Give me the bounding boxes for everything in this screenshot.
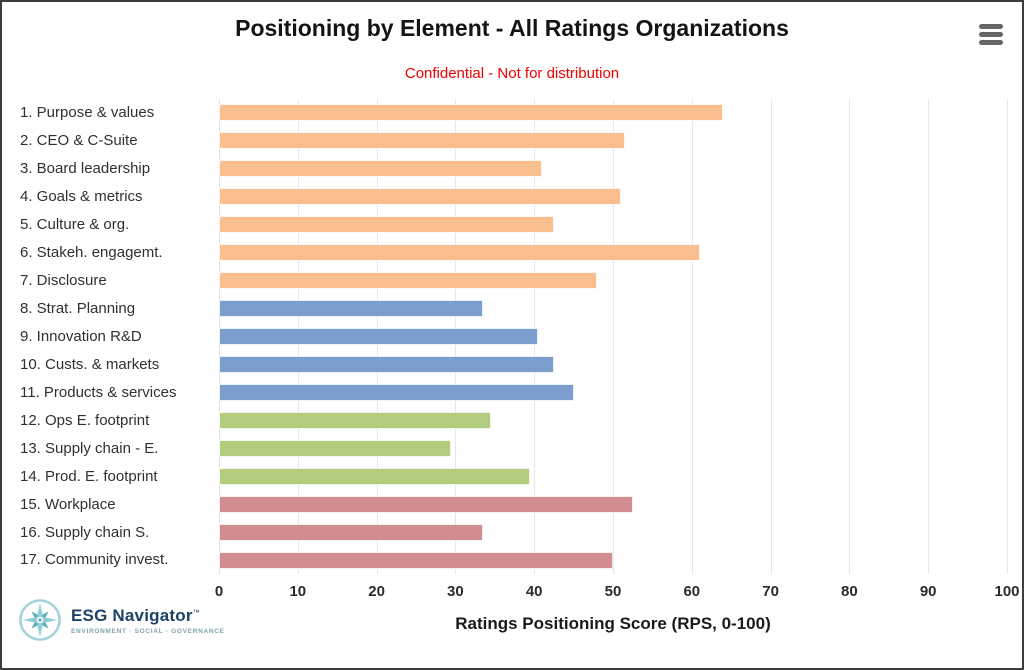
gridline bbox=[691, 99, 693, 574]
x-tick-label: 90 bbox=[919, 583, 937, 600]
category-label: 15. Workplace bbox=[20, 495, 116, 513]
category-labels: 1. Purpose & values 2. CEO & C-Suite 3. Bo… bbox=[20, 99, 215, 574]
category-label: 8. Strat. Planning bbox=[20, 300, 136, 318]
bar[interactable] bbox=[219, 300, 483, 318]
x-tick-label: 100 bbox=[994, 583, 1020, 600]
bar[interactable] bbox=[219, 132, 625, 150]
bar[interactable] bbox=[219, 160, 543, 178]
bar[interactable] bbox=[219, 439, 452, 457]
gridline bbox=[770, 99, 772, 574]
category-label: 2. CEO & C-Suite bbox=[20, 132, 138, 150]
bar[interactable] bbox=[219, 355, 554, 373]
category-label: 9. Innovation R&D bbox=[20, 327, 142, 345]
bar[interactable] bbox=[219, 495, 633, 513]
brand-logo: ESG Navigator™ ENVIRONMENT · SOCIAL · GO… bbox=[18, 598, 225, 642]
category-label: 14. Prod. E. footprint bbox=[20, 467, 158, 485]
x-tick-label: 50 bbox=[604, 583, 622, 600]
hamburger-menu-icon bbox=[978, 23, 1004, 45]
gridline bbox=[613, 99, 614, 574]
x-axis-tick-labels: 0 10 20 30 40 50 60 70 80 90 100 bbox=[215, 583, 1020, 603]
bar[interactable] bbox=[219, 523, 483, 541]
x-tick-label: 0 bbox=[214, 583, 224, 600]
bar[interactable] bbox=[219, 188, 621, 206]
category-label: 5. Culture & org. bbox=[20, 216, 130, 234]
bar[interactable] bbox=[219, 467, 531, 485]
category-label: 4. Goals & metrics bbox=[20, 188, 143, 206]
category-label: 11. Products & services bbox=[20, 383, 177, 401]
x-tick-label: 70 bbox=[762, 583, 779, 600]
bar[interactable] bbox=[219, 551, 613, 569]
x-tick-label: 30 bbox=[447, 583, 464, 600]
bar[interactable] bbox=[219, 216, 554, 234]
gridline bbox=[849, 99, 851, 574]
bar[interactable] bbox=[219, 104, 724, 122]
category-label: 3. Board leadership bbox=[20, 160, 151, 178]
trademark-mark: ™ bbox=[192, 609, 200, 617]
category-label: 16. Supply chain S. bbox=[20, 523, 150, 541]
brand-name: ESG Navigator bbox=[71, 605, 193, 625]
compass-icon bbox=[19, 599, 61, 641]
x-tick-label: 10 bbox=[289, 583, 307, 600]
x-tick-label: 80 bbox=[841, 583, 858, 600]
bar[interactable] bbox=[219, 383, 574, 401]
bar[interactable] bbox=[219, 328, 539, 345]
bar[interactable] bbox=[219, 244, 700, 262]
category-label: 6. Stakeh. engagemt. bbox=[20, 244, 163, 262]
category-label: 17. Community invest. bbox=[20, 551, 169, 569]
gridline bbox=[928, 99, 930, 574]
x-tick-label: 20 bbox=[368, 583, 385, 600]
context-menu-button[interactable] bbox=[974, 18, 1008, 50]
bar[interactable] bbox=[219, 411, 491, 429]
category-label: 10. Custs. & markets bbox=[20, 355, 160, 373]
category-label: 13. Supply chain - E. bbox=[20, 439, 159, 457]
plot-area bbox=[219, 99, 1008, 574]
category-label: 7. Disclosure bbox=[20, 272, 107, 290]
bar[interactable] bbox=[219, 272, 598, 290]
brand-tagline: ENVIRONMENT · SOCIAL · GOVERNANCE bbox=[71, 627, 225, 635]
gridline bbox=[1007, 99, 1008, 574]
category-label: 12. Ops E. footprint bbox=[20, 411, 150, 429]
page-title: Positioning by Element - All Ratings Org… bbox=[235, 15, 789, 41]
x-tick-label: 60 bbox=[683, 583, 701, 600]
category-label: 1. Purpose & values bbox=[20, 104, 155, 122]
chart-subtitle: Confidential - Not for distribution bbox=[404, 65, 620, 82]
x-axis-title: Ratings Positioning Score (RPS, 0-100) bbox=[455, 614, 771, 633]
x-tick-label: 40 bbox=[525, 583, 543, 600]
